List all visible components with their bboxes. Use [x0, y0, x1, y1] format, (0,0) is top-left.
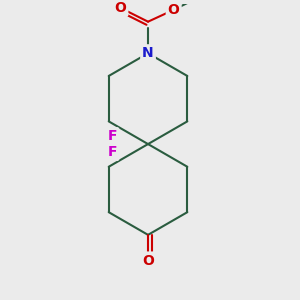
Text: O: O	[115, 1, 126, 15]
Text: F: F	[108, 145, 117, 159]
Text: O: O	[168, 3, 180, 17]
Text: N: N	[142, 46, 154, 60]
Text: F: F	[108, 129, 117, 143]
Text: O: O	[142, 254, 154, 268]
